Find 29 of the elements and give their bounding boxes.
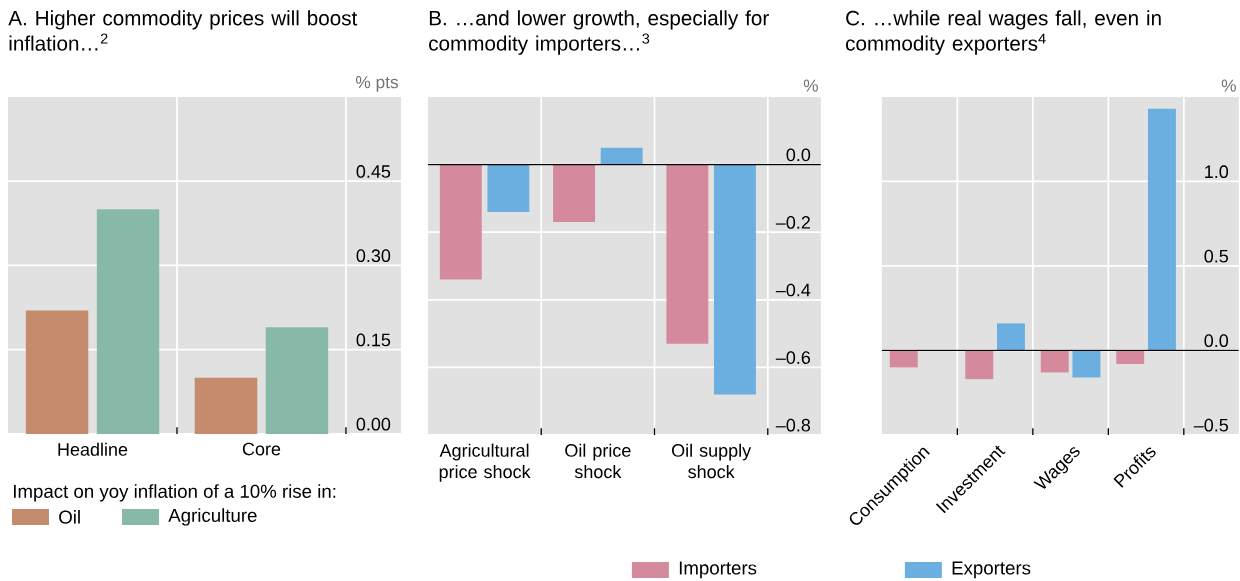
chart-title: A. Higher commodity prices will boost inflation…$^{2}$ bbox=[8, 10, 358, 51]
chart-title: B. …and lower growth, especially for commodity importers…$^{3}$ bbox=[429, 10, 769, 55]
y-tick-label: –0.8 bbox=[775, 418, 811, 432]
chart-title: C. …while real wages fall, even in commodity exporters$^{4}$ bbox=[846, 10, 1161, 55]
legend-label: Agriculture bbox=[168, 508, 257, 526]
x-tick-label: Agricultural price shock bbox=[439, 443, 531, 482]
x-tick-label: Oil supply shock bbox=[671, 443, 752, 479]
y-axis-title: % bbox=[1221, 79, 1236, 92]
x-tick-label: Oil price shock bbox=[565, 443, 631, 479]
y-tick-label: 0.00 bbox=[356, 417, 391, 431]
y-tick-label: 0.0 bbox=[1204, 334, 1229, 348]
y-tick-label: –0.6 bbox=[775, 351, 811, 365]
x-tick-label: Core bbox=[242, 442, 281, 456]
legend-label: Importers bbox=[679, 561, 757, 579]
y-tick-label: 0.15 bbox=[356, 333, 391, 347]
x-tick-label: Headline bbox=[58, 442, 128, 456]
y-axis-title: % pts bbox=[355, 76, 399, 92]
y-tick-label: 0.30 bbox=[356, 249, 391, 263]
y-tick-label: –0.5 bbox=[1193, 418, 1229, 432]
y-tick-label: 0.45 bbox=[356, 165, 391, 178]
legend-label: Exporters bbox=[952, 561, 1031, 579]
y-tick-label: –0.4 bbox=[775, 283, 811, 297]
legend-label: Oil bbox=[59, 510, 80, 524]
y-axis-title: % bbox=[803, 79, 819, 92]
y-tick-label: 0.0 bbox=[786, 148, 811, 162]
y-tick-label: 0.5 bbox=[1204, 249, 1229, 263]
y-tick-label: –0.2 bbox=[775, 216, 810, 229]
legend-title: Impact on yoy inflation of a 10% rise in: bbox=[13, 484, 336, 502]
y-tick-label: 1.0 bbox=[1205, 165, 1229, 179]
